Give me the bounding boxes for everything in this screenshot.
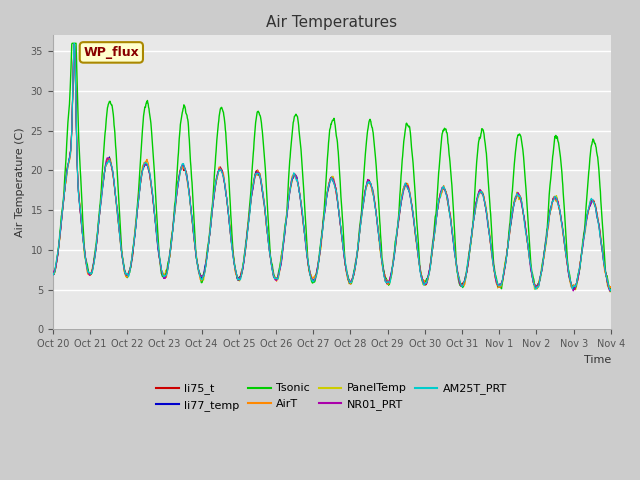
- Tsonic: [492, 273, 500, 278]
- li75_t: [160, 274, 168, 280]
- li77_temp: [541, 245, 548, 251]
- li75_t: [70, 41, 78, 47]
- AM25T_PRT: [236, 276, 244, 282]
- li75_t: [173, 188, 181, 193]
- Line: PanelTemp: PanelTemp: [52, 46, 611, 292]
- PanelTemp: [173, 183, 181, 189]
- Tsonic: [68, 40, 76, 46]
- NR01_PRT: [492, 277, 500, 283]
- PanelTemp: [70, 43, 78, 49]
- PanelTemp: [607, 288, 614, 294]
- NR01_PRT: [236, 275, 244, 280]
- li77_temp: [236, 276, 244, 282]
- li75_t: [607, 286, 614, 291]
- li75_t: [571, 287, 579, 292]
- Tsonic: [419, 277, 427, 283]
- AirT: [541, 244, 549, 250]
- li77_temp: [160, 275, 168, 281]
- AM25T_PRT: [419, 278, 427, 284]
- li75_t: [49, 271, 56, 276]
- AirT: [492, 277, 500, 283]
- AM25T_PRT: [492, 274, 500, 279]
- Line: li75_t: li75_t: [52, 44, 611, 289]
- NR01_PRT: [160, 276, 168, 281]
- Line: Tsonic: Tsonic: [52, 43, 611, 291]
- li75_t: [541, 246, 548, 252]
- NR01_PRT: [70, 41, 78, 47]
- Line: NR01_PRT: NR01_PRT: [52, 44, 611, 291]
- X-axis label: Time: Time: [584, 355, 611, 365]
- AirT: [70, 42, 78, 48]
- Line: li77_temp: li77_temp: [52, 44, 611, 289]
- PanelTemp: [160, 275, 168, 280]
- li75_t: [236, 275, 244, 281]
- Title: Air Temperatures: Air Temperatures: [266, 15, 397, 30]
- AM25T_PRT: [160, 273, 168, 279]
- li77_temp: [492, 275, 500, 280]
- Tsonic: [236, 274, 244, 279]
- li77_temp: [607, 286, 614, 292]
- AM25T_PRT: [70, 40, 78, 46]
- PanelTemp: [49, 271, 56, 277]
- li77_temp: [419, 278, 427, 284]
- li75_t: [419, 278, 427, 284]
- li75_t: [492, 276, 500, 282]
- Y-axis label: Air Temperature (C): Air Temperature (C): [15, 128, 25, 237]
- Text: WP_flux: WP_flux: [83, 46, 140, 59]
- AirT: [607, 285, 614, 290]
- Line: AM25T_PRT: AM25T_PRT: [52, 43, 611, 291]
- AM25T_PRT: [541, 247, 548, 252]
- Tsonic: [49, 270, 56, 276]
- li77_temp: [49, 272, 56, 278]
- NR01_PRT: [541, 244, 548, 250]
- Tsonic: [173, 167, 181, 172]
- PanelTemp: [236, 278, 244, 284]
- NR01_PRT: [49, 270, 56, 276]
- Legend: li75_t, li77_temp, Tsonic, AirT, PanelTemp, NR01_PRT, AM25T_PRT: li75_t, li77_temp, Tsonic, AirT, PanelTe…: [152, 379, 512, 415]
- AirT: [533, 285, 541, 291]
- AM25T_PRT: [173, 185, 181, 191]
- AirT: [236, 275, 244, 281]
- AirT: [419, 277, 427, 283]
- NR01_PRT: [419, 277, 427, 283]
- PanelTemp: [541, 248, 548, 254]
- AM25T_PRT: [607, 287, 614, 292]
- AM25T_PRT: [607, 288, 614, 294]
- AirT: [160, 271, 168, 276]
- AirT: [173, 185, 181, 191]
- Tsonic: [541, 245, 548, 251]
- li77_temp: [70, 41, 78, 47]
- NR01_PRT: [173, 187, 181, 193]
- AM25T_PRT: [49, 271, 56, 276]
- li77_temp: [607, 287, 614, 292]
- NR01_PRT: [607, 287, 614, 293]
- PanelTemp: [492, 276, 500, 281]
- Tsonic: [607, 288, 614, 294]
- PanelTemp: [606, 289, 614, 295]
- NR01_PRT: [606, 288, 614, 294]
- PanelTemp: [419, 281, 427, 287]
- li77_temp: [173, 187, 181, 192]
- Line: AirT: AirT: [52, 45, 611, 288]
- Tsonic: [160, 275, 168, 280]
- AirT: [49, 269, 56, 275]
